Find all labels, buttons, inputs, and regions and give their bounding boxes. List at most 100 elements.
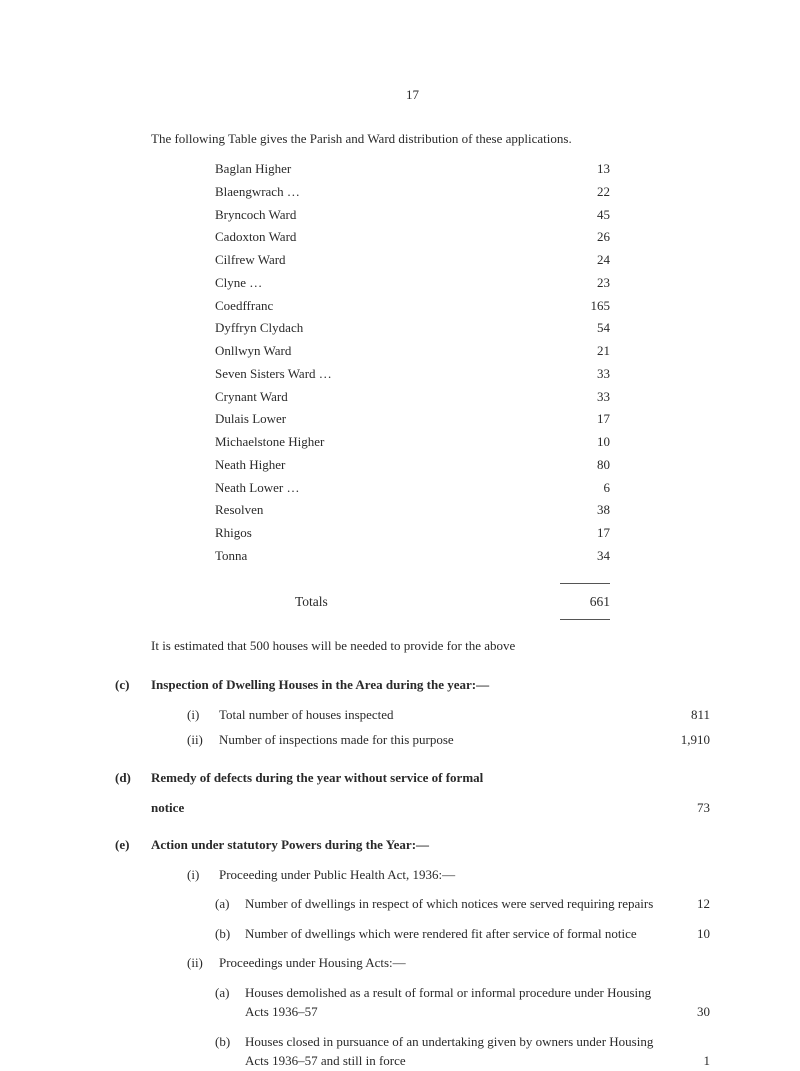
parish-label: Neath Lower … [215, 477, 570, 500]
roman-item: (ii)Number of inspections made for this … [187, 730, 710, 751]
parish-label: Cilfrew Ward [215, 249, 570, 272]
section-e-letter: (e) [115, 835, 151, 855]
roman-value: 1,910 [662, 730, 710, 751]
section-c-letter: (c) [115, 675, 151, 695]
sub-i-text: Proceeding under Public Health Act, 1936… [219, 865, 710, 885]
parish-value: 21 [570, 340, 610, 363]
table-row: Cilfrew Ward24 [215, 249, 610, 272]
parish-value: 165 [570, 295, 610, 318]
parish-value: 6 [570, 477, 610, 500]
alpha-letter: (a) [215, 983, 245, 1003]
alpha-letter: (b) [215, 924, 245, 944]
section-e-sub-i: (i) Proceeding under Public Health Act, … [187, 865, 710, 885]
alpha-item: (a)Houses demolished as a result of form… [215, 983, 710, 1022]
parish-value: 33 [570, 363, 610, 386]
parish-value: 17 [570, 522, 610, 545]
section-d-value: 73 [670, 798, 710, 818]
section-c: (c) Inspection of Dwelling Houses in the… [115, 675, 710, 750]
roman-numeral: (ii) [187, 730, 219, 751]
alpha-text: Number of dwellings which were rendered … [245, 924, 674, 944]
table-row: Coedffranc165 [215, 295, 610, 318]
parish-label: Cadoxton Ward [215, 226, 570, 249]
parish-value: 13 [570, 158, 610, 181]
table-row: Resolven38 [215, 499, 610, 522]
totals-value: 661 [570, 592, 610, 612]
section-d: (d) Remedy of defects during the year wi… [115, 768, 710, 817]
table-row: Bryncoch Ward45 [215, 204, 610, 227]
parish-value: 45 [570, 204, 610, 227]
parish-label: Neath Higher [215, 454, 570, 477]
section-e-title: Action under statutory Powers during the… [151, 835, 710, 855]
alpha-text: Houses closed in pursuance of an underta… [245, 1032, 674, 1071]
alpha-item: (a)Number of dwellings in respect of whi… [215, 894, 710, 914]
table-row: Dulais Lower17 [215, 408, 610, 431]
section-d-notice: notice [151, 798, 670, 818]
section-d-letter: (d) [115, 768, 151, 788]
parish-value: 10 [570, 431, 610, 454]
sub-ii-numeral: (ii) [187, 953, 219, 973]
parish-value: 34 [570, 545, 610, 568]
parish-label: Resolven [215, 499, 570, 522]
alpha-text: Number of dwellings in respect of which … [245, 894, 674, 914]
roman-text: Number of inspections made for this purp… [219, 730, 662, 751]
table-row: Rhigos17 [215, 522, 610, 545]
alpha-text: Houses demolished as a result of formal … [245, 983, 674, 1022]
alpha-value: 30 [674, 1002, 710, 1022]
parish-label: Clyne … [215, 272, 570, 295]
parish-label: Tonna [215, 545, 570, 568]
parish-label: Dulais Lower [215, 408, 570, 431]
parish-value: 26 [570, 226, 610, 249]
parish-value: 33 [570, 386, 610, 409]
parish-label: Bryncoch Ward [215, 204, 570, 227]
alpha-value: 10 [674, 924, 710, 944]
parish-table: Baglan Higher13Blaengwrach …22Bryncoch W… [215, 158, 710, 568]
sub-ii-text: Proceedings under Housing Acts:— [219, 953, 710, 973]
parish-value: 80 [570, 454, 610, 477]
parish-label: Michaelstone Higher [215, 431, 570, 454]
alpha-value: 12 [674, 894, 710, 914]
estimate-text: It is estimated that 500 houses will be … [151, 636, 710, 656]
parish-label: Rhigos [215, 522, 570, 545]
parish-label: Blaengwrach … [215, 181, 570, 204]
parish-label: Crynant Ward [215, 386, 570, 409]
table-row: Baglan Higher13 [215, 158, 610, 181]
table-row: Tonna34 [215, 545, 610, 568]
parish-label: Baglan Higher [215, 158, 570, 181]
parish-label: Coedffranc [215, 295, 570, 318]
totals-container: Totals 661 [215, 584, 710, 612]
intro-text: The following Table gives the Parish and… [115, 129, 710, 149]
section-c-title: Inspection of Dwelling Houses in the Are… [151, 675, 710, 695]
parish-value: 54 [570, 317, 610, 340]
alpha-value: 1 [674, 1051, 710, 1071]
table-row: Michaelstone Higher10 [215, 431, 610, 454]
table-row: Blaengwrach …22 [215, 181, 610, 204]
parish-value: 38 [570, 499, 610, 522]
sub-i-numeral: (i) [187, 865, 219, 885]
page-number: 17 [115, 85, 710, 105]
section-e: (e) Action under statutory Powers during… [115, 835, 710, 1071]
parish-value: 22 [570, 181, 610, 204]
alpha-letter: (b) [215, 1032, 245, 1052]
table-row: Clyne …23 [215, 272, 610, 295]
parish-label: Seven Sisters Ward … [215, 363, 570, 386]
roman-text: Total number of houses inspected [219, 705, 662, 726]
table-row: Cadoxton Ward26 [215, 226, 610, 249]
alpha-item: (b)Houses closed in pursuance of an unde… [215, 1032, 710, 1071]
table-row: Seven Sisters Ward …33 [215, 363, 610, 386]
parish-value: 17 [570, 408, 610, 431]
roman-item: (i)Total number of houses inspected811 [187, 705, 710, 726]
table-row: Dyffryn Clydach54 [215, 317, 610, 340]
section-d-title: Remedy of defects during the year withou… [151, 768, 710, 788]
parish-label: Dyffryn Clydach [215, 317, 570, 340]
parish-label: Onllwyn Ward [215, 340, 570, 363]
alpha-letter: (a) [215, 894, 245, 914]
table-row: Neath Lower …6 [215, 477, 610, 500]
alpha-item: (b)Number of dwellings which were render… [215, 924, 710, 944]
roman-numeral: (i) [187, 705, 219, 726]
roman-value: 811 [662, 705, 710, 726]
table-row: Crynant Ward33 [215, 386, 610, 409]
totals-label: Totals [295, 592, 328, 612]
table-row: Onllwyn Ward21 [215, 340, 610, 363]
section-e-sub-ii: (ii) Proceedings under Housing Acts:— [187, 953, 710, 973]
parish-value: 23 [570, 272, 610, 295]
